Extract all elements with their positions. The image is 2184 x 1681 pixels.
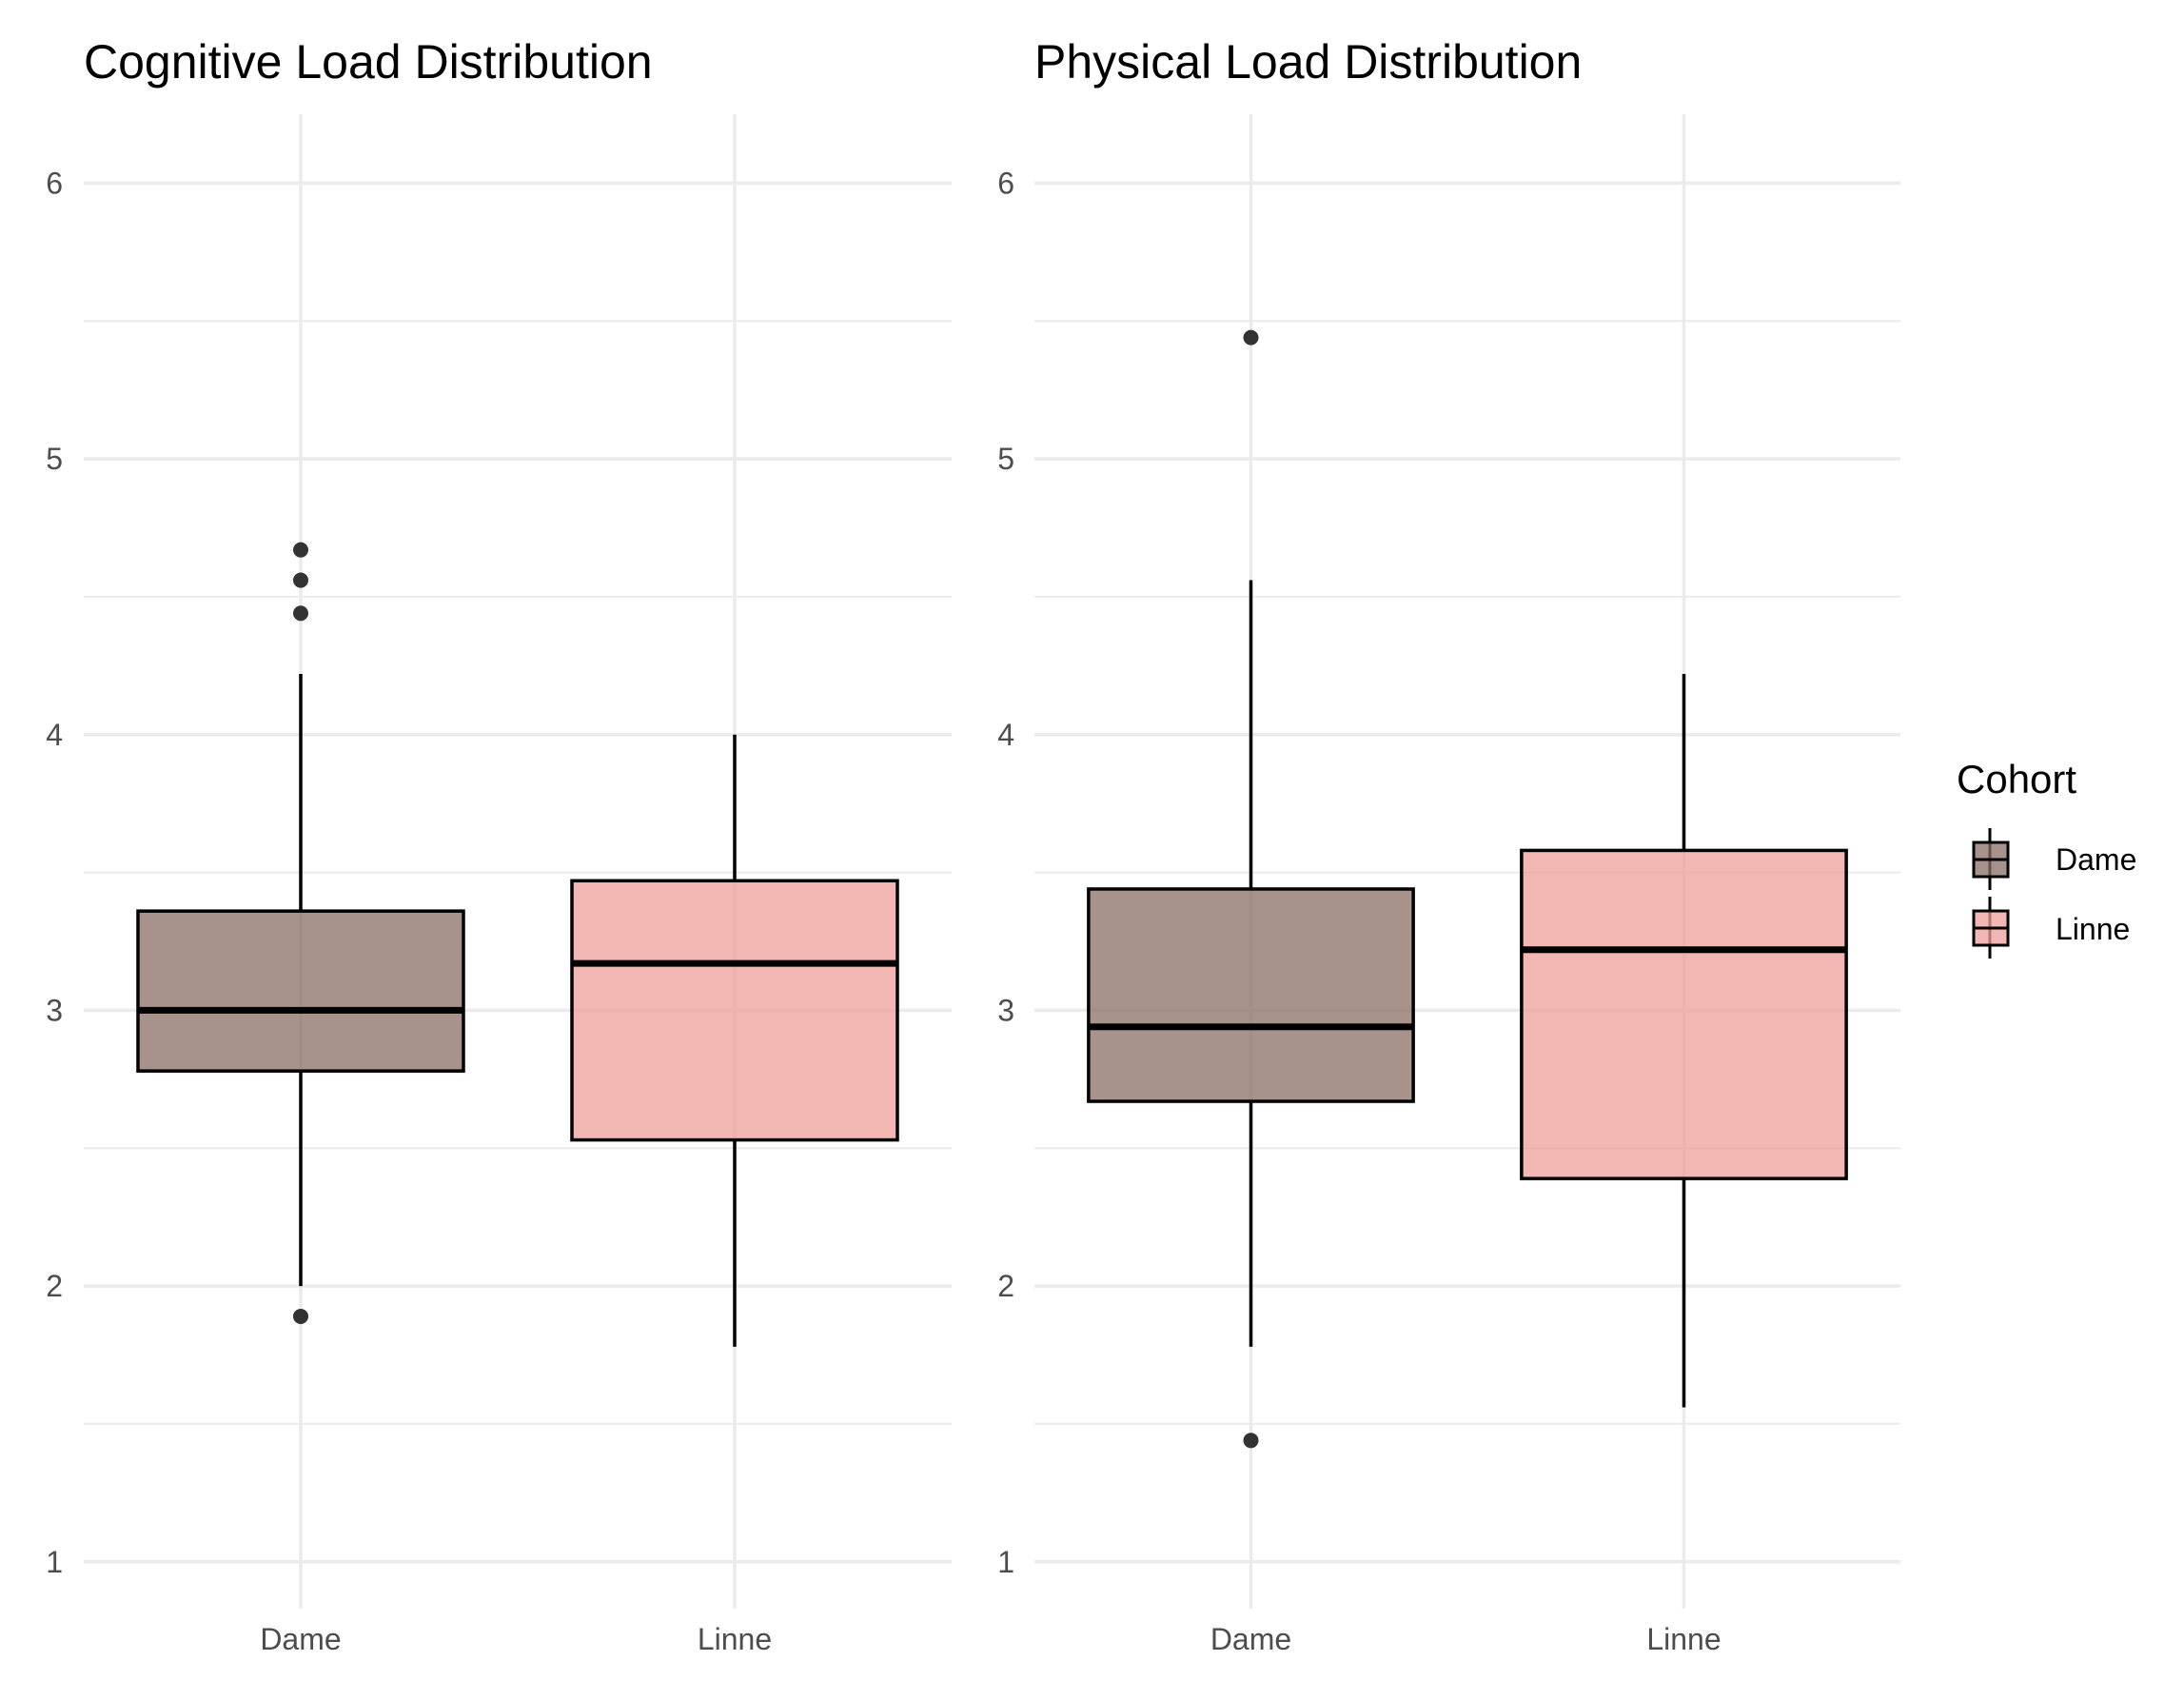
y-tick-label: 1 bbox=[46, 1545, 63, 1579]
outlier-point bbox=[293, 1308, 308, 1324]
physical-load-panel: Physical Load Distribution 1 2 3 4 5 6 Dame Linn… bbox=[997, 35, 1900, 1656]
box-linne bbox=[570, 734, 899, 1347]
box-iqr bbox=[570, 879, 899, 1142]
y-tick-label: 4 bbox=[997, 718, 1014, 752]
box-iqr bbox=[1087, 887, 1415, 1103]
y-tick-label: 6 bbox=[46, 166, 63, 200]
box-dame bbox=[1087, 329, 1415, 1449]
outlier-point bbox=[1243, 1433, 1259, 1449]
chart-title: Cognitive Load Distribution bbox=[84, 35, 653, 89]
y-tick-label: 2 bbox=[997, 1269, 1014, 1303]
y-tick-label: 3 bbox=[46, 993, 63, 1027]
legend-title: Cohort bbox=[1957, 757, 2076, 801]
y-tick-label: 3 bbox=[997, 993, 1014, 1027]
box-dame bbox=[136, 542, 465, 1324]
outlier-point bbox=[1243, 329, 1259, 346]
outlier-point bbox=[293, 542, 308, 558]
y-tick-label: 5 bbox=[997, 442, 1014, 476]
box-linne bbox=[1520, 674, 1848, 1408]
y-tick-label: 6 bbox=[997, 166, 1014, 200]
legend-label-linne: Linne bbox=[2056, 912, 2130, 946]
box-iqr bbox=[1520, 848, 1848, 1180]
x-tick-label: Dame bbox=[1210, 1622, 1291, 1656]
legend-label-dame: Dame bbox=[2056, 842, 2136, 877]
y-tick-label: 2 bbox=[46, 1269, 63, 1303]
legend: Cohort Dame Linne bbox=[1957, 757, 2136, 959]
y-tick-label: 4 bbox=[46, 718, 63, 752]
y-tick-label: 5 bbox=[46, 442, 63, 476]
y-tick-label: 1 bbox=[997, 1545, 1014, 1579]
cognitive-load-panel: Cognitive Load Distribution 1 2 3 4 5 6 Dame Lin… bbox=[46, 35, 952, 1656]
outlier-point bbox=[293, 572, 308, 588]
legend-item-dame: Dame bbox=[1972, 828, 2136, 890]
x-tick-label: Linne bbox=[698, 1622, 772, 1656]
x-tick-label: Linne bbox=[1646, 1622, 1721, 1656]
outlier-point bbox=[293, 605, 308, 622]
chart-title: Physical Load Distribution bbox=[1034, 35, 1582, 89]
legend-item-linne: Linne bbox=[1972, 897, 2130, 959]
box-iqr bbox=[136, 909, 465, 1073]
x-tick-label: Dame bbox=[260, 1622, 341, 1656]
